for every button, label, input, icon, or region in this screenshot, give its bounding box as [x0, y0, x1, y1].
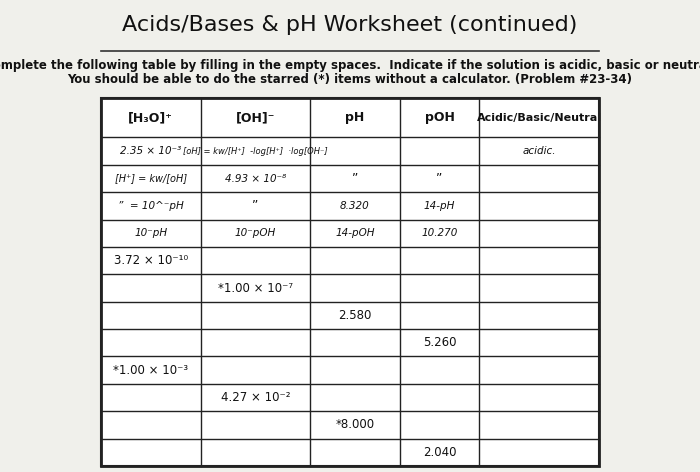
Text: 14-pH: 14-pH: [424, 201, 455, 211]
Text: ”: ”: [352, 172, 358, 185]
Text: 4.93 × 10⁻⁸: 4.93 × 10⁻⁸: [225, 174, 286, 184]
Text: *1.00 × 10⁻³: *1.00 × 10⁻³: [113, 363, 188, 377]
Text: 2.580: 2.580: [338, 309, 372, 322]
Text: acidic.: acidic.: [522, 146, 556, 156]
Text: 8.320: 8.320: [340, 201, 370, 211]
Text: Acidic/Basic/Neutral: Acidic/Basic/Neutral: [477, 112, 602, 123]
Text: 4.27 × 10⁻²: 4.27 × 10⁻²: [220, 391, 290, 404]
FancyBboxPatch shape: [101, 98, 599, 466]
Text: You should be able to do the starred (*) items without a calculator. (Problem #2: You should be able to do the starred (*)…: [67, 73, 633, 86]
Text: [H⁺] = kw/[oH]: [H⁺] = kw/[oH]: [115, 174, 187, 184]
Text: 14-pOH: 14-pOH: [335, 228, 375, 238]
Text: ”: ”: [252, 199, 258, 212]
Text: 3.72 × 10⁻¹⁰: 3.72 × 10⁻¹⁰: [113, 254, 188, 267]
Text: Complete the following table by filling in the empty spaces.  Indicate if the so: Complete the following table by filling …: [0, 59, 700, 72]
Text: 2.35 × 10⁻³: 2.35 × 10⁻³: [120, 146, 181, 156]
Text: [oH] = kw/[H⁺]  -log[H⁺]  ·log[OH⁻]: [oH] = kw/[H⁺] -log[H⁺] ·log[OH⁻]: [183, 147, 328, 156]
Text: 2.040: 2.040: [423, 446, 456, 459]
Text: [H₃O]⁺: [H₃O]⁺: [128, 111, 173, 124]
Text: 10⁻pH: 10⁻pH: [134, 228, 167, 238]
Text: 10.270: 10.270: [421, 228, 458, 238]
Text: 5.260: 5.260: [423, 336, 456, 349]
Text: Acids/Bases & pH Worksheet (continued): Acids/Bases & pH Worksheet (continued): [122, 16, 577, 35]
Text: 10⁻pOH: 10⁻pOH: [234, 228, 276, 238]
Text: ”  = 10^⁻pH: ” = 10^⁻pH: [118, 201, 183, 211]
Text: [OH]⁻: [OH]⁻: [236, 111, 275, 124]
Text: *1.00 × 10⁻⁷: *1.00 × 10⁻⁷: [218, 281, 293, 295]
Text: *8.000: *8.000: [335, 418, 375, 431]
Text: pOH: pOH: [425, 111, 454, 124]
Text: pH: pH: [345, 111, 365, 124]
Text: ”: ”: [437, 172, 443, 185]
